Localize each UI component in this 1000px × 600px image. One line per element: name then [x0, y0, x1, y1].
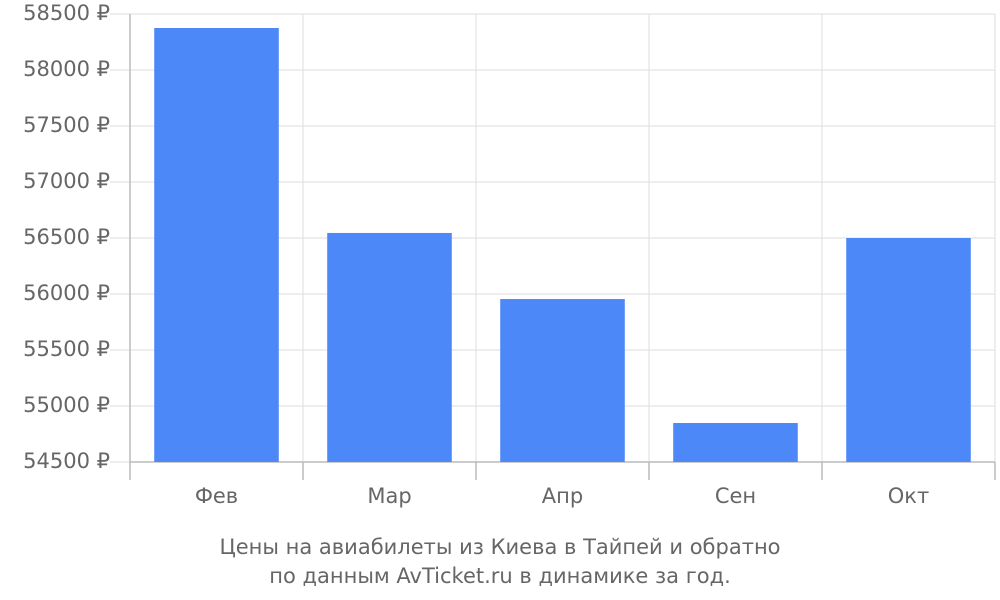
- bar: [846, 238, 971, 462]
- y-tick-label: 56000 ₽: [23, 281, 110, 305]
- y-tick-label: 58500 ₽: [23, 1, 110, 25]
- bar: [154, 28, 279, 462]
- x-tick-label: Сен: [715, 484, 756, 508]
- bar: [673, 423, 798, 462]
- x-tick-label: Окт: [888, 484, 929, 508]
- y-tick-label: 55000 ₽: [23, 393, 110, 417]
- x-tick-label: Мар: [367, 484, 411, 508]
- y-tick-label: 57000 ₽: [23, 169, 110, 193]
- y-tick-label: 56500 ₽: [23, 225, 110, 249]
- x-tick-label: Фев: [195, 484, 238, 508]
- bar: [327, 232, 452, 462]
- chart-title: Цены на авиабилеты из Киева в Тайпей и о…: [219, 535, 780, 559]
- x-tick-label: Апр: [542, 484, 583, 508]
- y-tick-label: 55500 ₽: [23, 337, 110, 361]
- chart-title: по данным AvTicket.ru в динамике за год.: [269, 564, 731, 588]
- y-tick-label: 57500 ₽: [23, 113, 110, 137]
- y-tick-label: 54500 ₽: [23, 449, 110, 473]
- bar: [500, 299, 625, 462]
- y-tick-label: 58000 ₽: [23, 57, 110, 81]
